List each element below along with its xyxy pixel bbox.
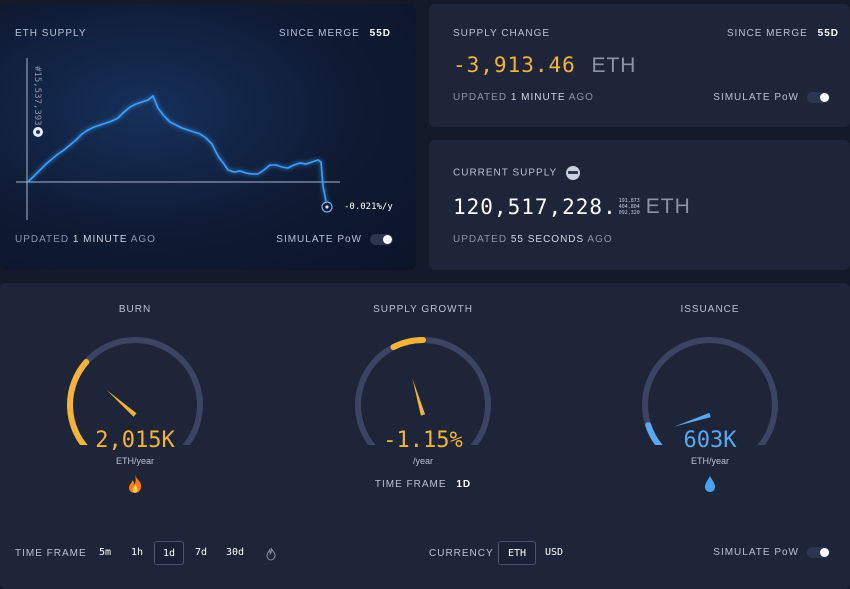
supply-change-unit: ETH: [591, 54, 637, 77]
gauges-card: BURN 2,015K ETH/year SUPPLY GROWTH -1.15…: [0, 283, 850, 589]
current-supply-decimals: 191,873 404,804 092,320: [619, 198, 640, 216]
footer-timeframe-label: TIME FRAME: [15, 548, 87, 559]
since-merge-value: 55d: [817, 28, 839, 39]
current-supply-value-row: 120,517,228. 191,873 404,804 092,320 ETH: [453, 195, 691, 219]
simulate-pow-label: SIMULATE PoW: [276, 234, 362, 246]
toggle-switch[interactable]: [807, 92, 830, 103]
updated-prefix: UPDATED: [453, 234, 508, 245]
decimal-2: 404,804: [618, 204, 640, 210]
simulate-pow-label: SIMULATE PoW: [713, 547, 799, 559]
current-supply-card: CURRENT SUPPLY 120,517,228. 191,873 404,…: [429, 140, 850, 270]
supply-growth-gauge: [355, 337, 491, 445]
supply-growth-unit: /year: [412, 456, 433, 466]
currency-usd[interactable]: USD: [544, 547, 564, 558]
glasses-icon: [565, 166, 580, 180]
updated-suffix: AGO: [568, 92, 594, 103]
decimal-1: 191,873: [618, 198, 640, 204]
since-merge-icon[interactable]: [264, 546, 278, 561]
burn-gauge: [67, 337, 203, 445]
since-merge-label: SINCE MERGE: [726, 28, 808, 39]
issuance-gauge: [642, 337, 778, 445]
fire-icon: [125, 474, 145, 494]
simulate-pow-label: SIMULATE PoW: [713, 92, 799, 104]
merge-icon-center: [36, 130, 40, 134]
gauge-track: [642, 337, 778, 445]
updated-suffix: AGO: [130, 234, 156, 245]
since-merge-label: SINCE MERGE: [278, 28, 360, 39]
current-supply-value: 120,517,228.: [453, 195, 617, 219]
supply-chart: [16, 58, 340, 220]
simulate-pow-toggle-3[interactable]: SIMULATE PoW: [713, 547, 830, 558]
supply-change-updated: UPDATED 1 MINUTE AGO: [453, 92, 594, 103]
issuance-unit: ETH/year: [690, 456, 729, 466]
droplet-icon: [703, 475, 717, 493]
supply-rate: -0.021%/y: [344, 202, 393, 212]
timeframe-30d[interactable]: 30d: [225, 547, 245, 558]
updated-suffix: AGO: [587, 234, 613, 245]
currency-label: CURRENCY: [429, 548, 494, 559]
updated-value: 1 MINUTE: [510, 92, 566, 103]
chart-end-dot-inner: [325, 205, 329, 209]
since-merge: SINCE MERGE 55d: [279, 28, 391, 39]
supply-growth-title: SUPPLY GROWTH: [373, 304, 473, 315]
since-merge-value: 55d: [369, 28, 391, 39]
chart-y-label: #15,537,393: [32, 66, 42, 126]
updated-prefix: UPDATED: [453, 92, 508, 103]
updated-value: 55 SECONDS: [510, 234, 585, 245]
simulate-pow-toggle-1[interactable]: SIMULATE PoW: [276, 234, 393, 245]
decimal-3: 092,320: [618, 210, 640, 216]
timeframe-1d[interactable]: 1d: [154, 541, 184, 565]
gauge-needle: [412, 378, 426, 416]
gauge-needle: [673, 412, 711, 427]
supply-change-value: -3,913.46: [453, 53, 576, 77]
supply-change-value-row: -3,913.46 ETH: [453, 53, 636, 78]
timeframe-value: 1d: [456, 479, 472, 490]
toggle-switch[interactable]: [370, 234, 393, 245]
current-supply-title: CURRENT SUPPLY: [453, 167, 558, 179]
current-supply-unit: ETH: [645, 195, 691, 218]
supply-growth-timeframe: TIME FRAME 1d: [358, 479, 488, 490]
timeframe-5m[interactable]: 5m: [98, 547, 112, 558]
supply-change-title: SUPPLY CHANGE: [453, 28, 551, 39]
timeframe-1h[interactable]: 1h: [130, 547, 144, 558]
updated-value: 1 MINUTE: [72, 234, 128, 245]
issuance-value: 603K: [683, 428, 737, 453]
burn-title: BURN: [118, 304, 152, 315]
supply-line: [27, 94, 328, 208]
eth-supply-title: ETH SUPPLY: [15, 28, 87, 39]
burn-unit: ETH/year: [115, 456, 154, 466]
eth-supply-updated: UPDATED 1 MINUTE AGO: [15, 234, 156, 245]
eth-supply-card: ETH SUPPLY SINCE MERGE 55d #15,537,393 -…: [0, 4, 416, 270]
supply-growth-value: -1.15%: [383, 428, 463, 453]
current-supply-title-row: CURRENT SUPPLY: [453, 166, 580, 180]
currency-eth[interactable]: ETH: [498, 541, 536, 565]
toggle-switch[interactable]: [807, 547, 830, 558]
supply-change-card: SUPPLY CHANGE SINCE MERGE 55d -3,913.46 …: [429, 4, 850, 127]
simulate-pow-toggle-2[interactable]: SIMULATE PoW: [713, 92, 830, 103]
supply-change-since: SINCE MERGE 55d: [727, 28, 839, 39]
issuance-title: ISSUANCE: [680, 304, 740, 315]
burn-value: 2,015K: [95, 428, 175, 453]
gauge-needle: [106, 389, 137, 417]
gauge-fill: [67, 359, 90, 445]
gauge-fill: [390, 337, 426, 351]
timeframe-label: TIME FRAME: [374, 479, 447, 490]
updated-prefix: UPDATED: [15, 234, 70, 245]
timeframe-7d[interactable]: 7d: [194, 547, 208, 558]
current-supply-updated: UPDATED 55 SECONDS AGO: [453, 234, 613, 245]
gauge-fill: [645, 422, 663, 445]
